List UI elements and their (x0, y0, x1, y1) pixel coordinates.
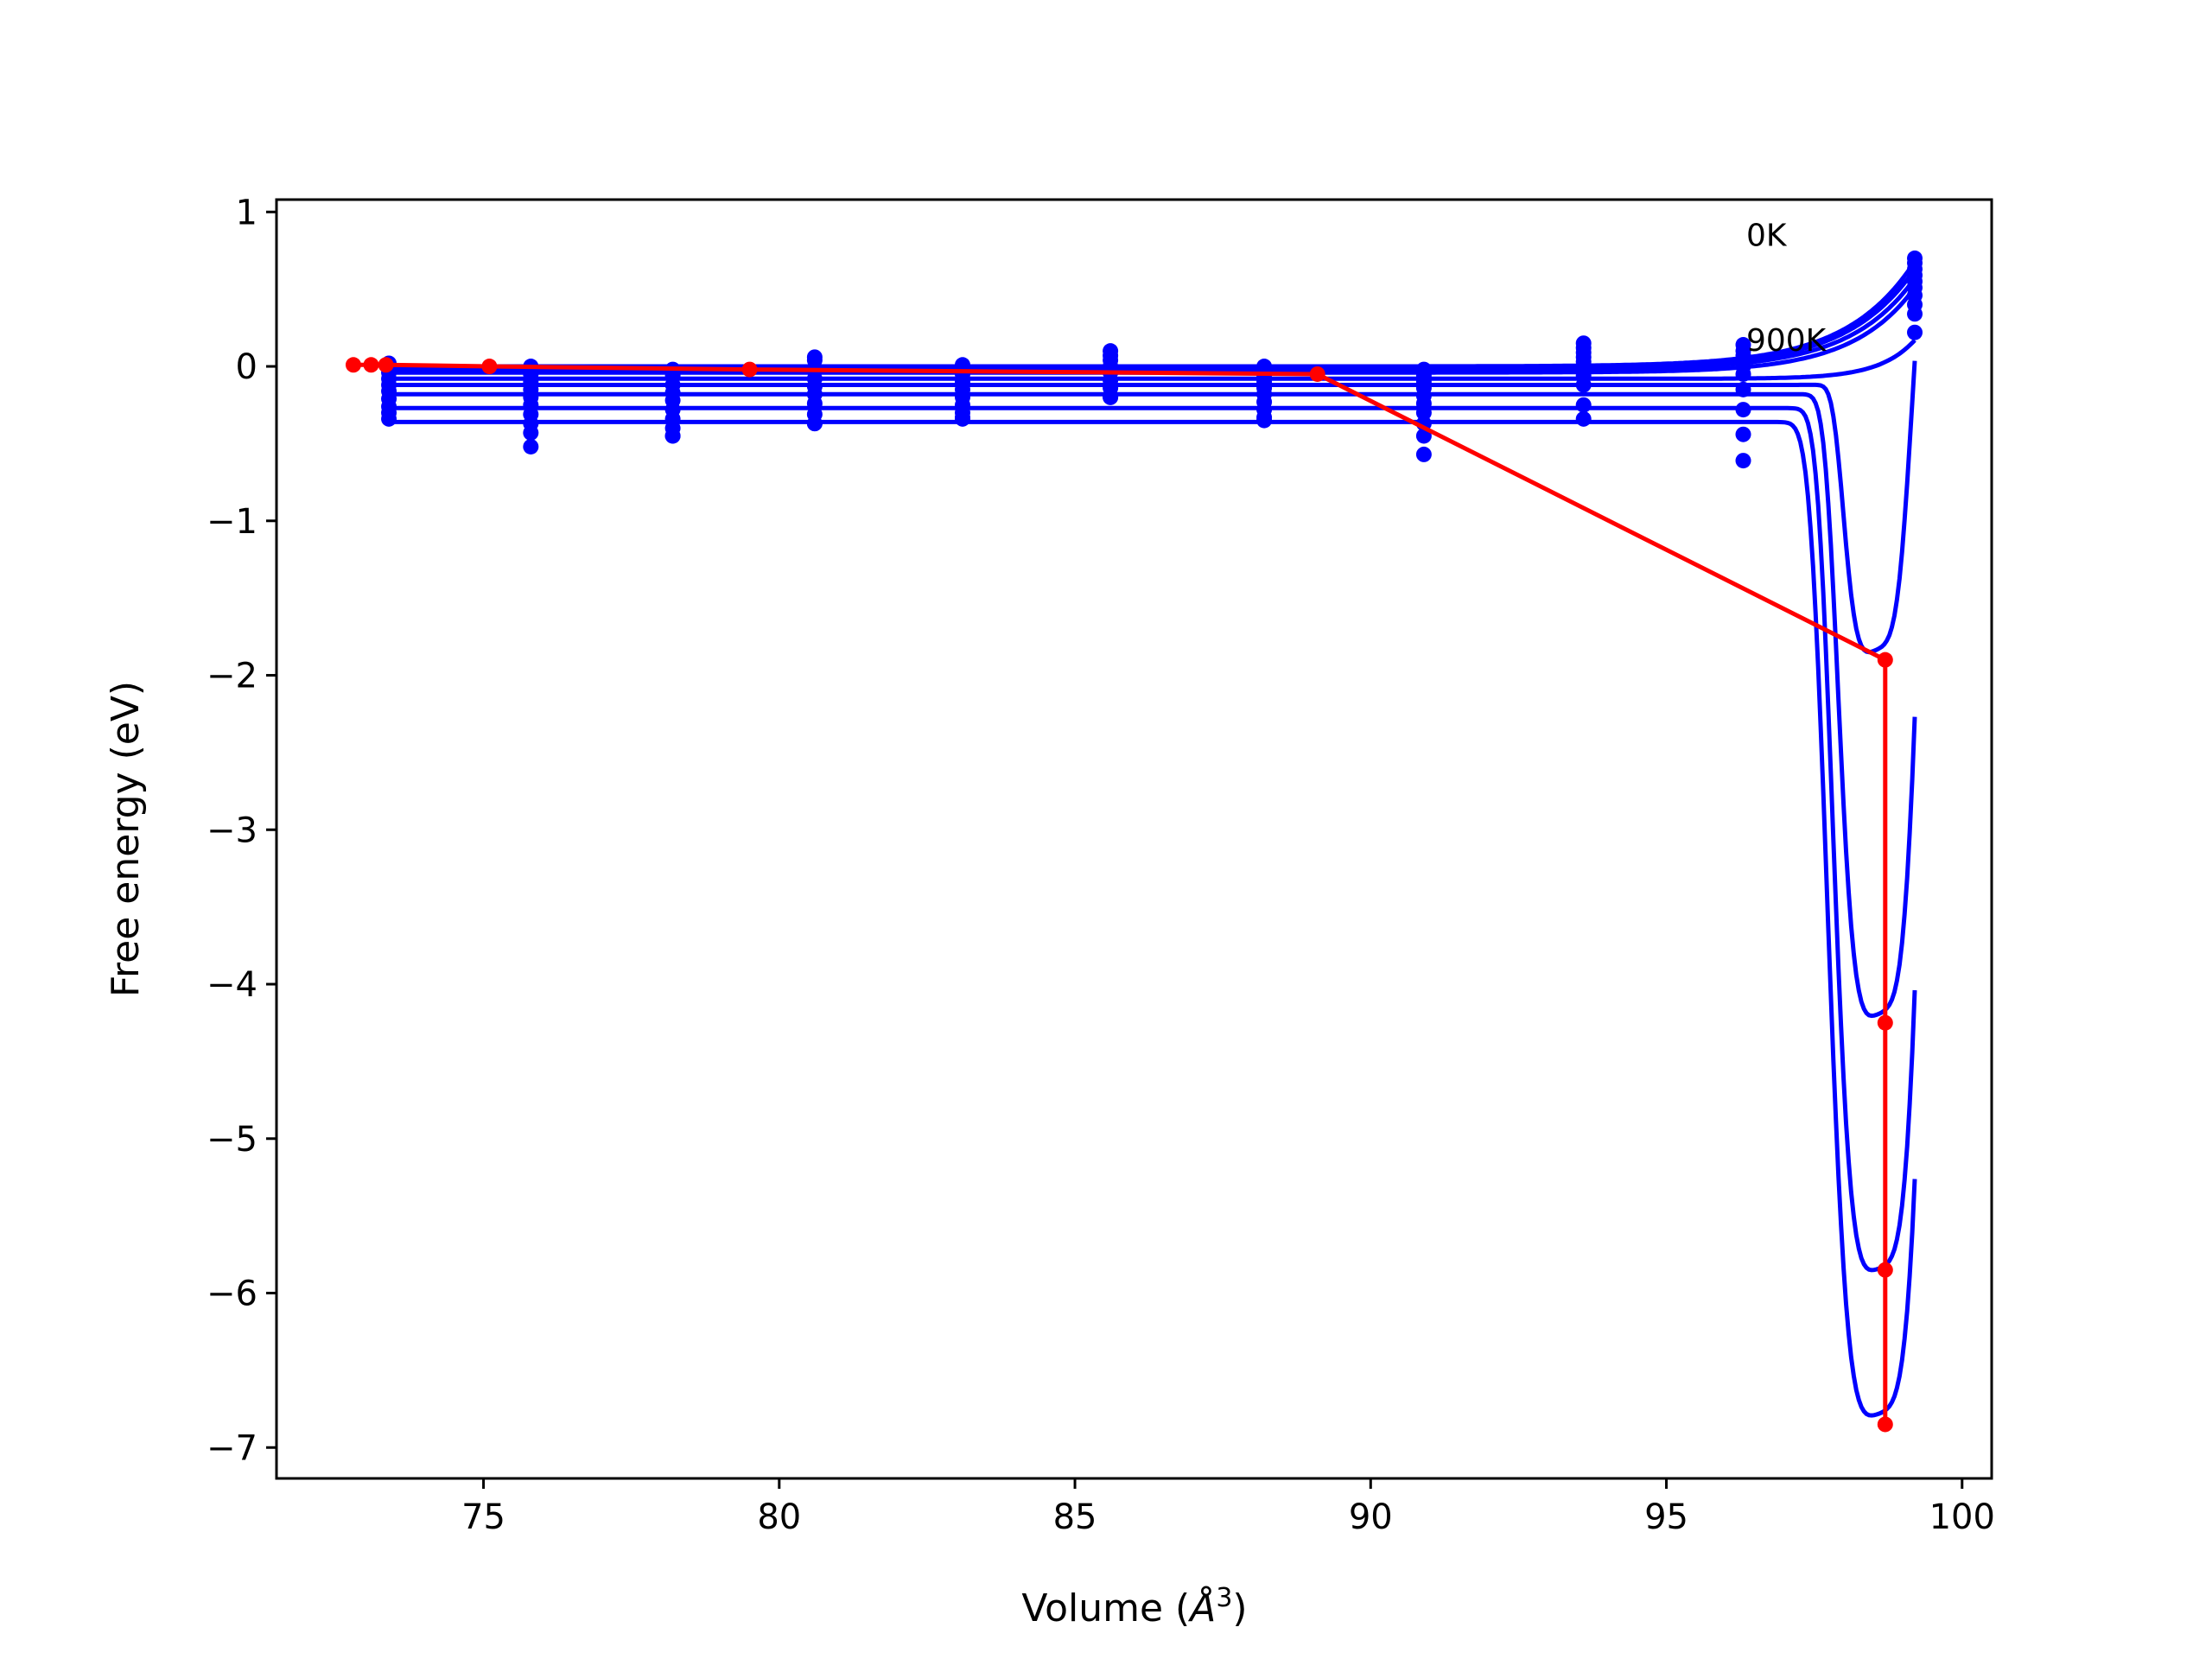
data-point (1575, 377, 1592, 393)
minimum-point (1877, 1262, 1893, 1278)
data-point (1735, 365, 1751, 382)
data-point (664, 428, 681, 444)
data-point (1907, 324, 1923, 340)
x-tick-label: 80 (757, 1497, 801, 1537)
annotations: 0K 900K (1746, 219, 1827, 359)
annotation-label: 0K (1746, 219, 1788, 254)
minimum-point (345, 357, 361, 373)
data-point (1907, 306, 1923, 322)
y-tick-label: −2 (207, 657, 257, 696)
data-point (1256, 412, 1273, 429)
minimum-point (741, 361, 758, 378)
y-axis-label: Free energy (eV) (104, 681, 148, 997)
data-point (1735, 402, 1751, 418)
y-tick-label: −7 (207, 1428, 257, 1468)
plot-area (345, 250, 1923, 1433)
fit-curve-5 (389, 360, 1917, 655)
minimum-point (1877, 652, 1893, 668)
data-point (955, 410, 970, 427)
data-point (523, 424, 539, 441)
y-tick-label: −1 (207, 502, 257, 542)
x-tick-label: 85 (1053, 1497, 1097, 1537)
minimum-point (1309, 365, 1325, 382)
y-tick-label: −3 (207, 810, 257, 850)
data-point (1735, 426, 1751, 442)
x-tick-label: 75 (461, 1497, 505, 1537)
minimum-point (378, 357, 394, 373)
x-tick-label: 95 (1644, 1497, 1688, 1537)
minimum-point (1877, 1416, 1893, 1433)
axes-frame (275, 198, 1993, 1480)
x-tick-label: 90 (1349, 1497, 1393, 1537)
fit-curve-7 (389, 405, 1917, 1273)
data-point (381, 410, 397, 427)
y-tick-label: −6 (207, 1274, 257, 1314)
data-point (1415, 446, 1432, 462)
x-tick-label: 100 (1929, 1497, 1995, 1537)
data-point (1735, 381, 1751, 397)
fit-curve-8 (389, 419, 1917, 1418)
data-point (1415, 404, 1432, 421)
data-point (1575, 397, 1592, 413)
y-tick-label: 1 (236, 193, 257, 232)
data-point (806, 416, 823, 432)
data-point (523, 438, 539, 454)
data-point (1735, 453, 1751, 469)
y-tick-label: 0 (236, 347, 257, 387)
fit-curve-4 (389, 338, 1916, 381)
data-point (806, 395, 823, 411)
fit-curve-6 (389, 391, 1917, 1019)
data-point (1575, 410, 1592, 427)
x-axis-label: Volume (Å3) (1021, 1583, 1247, 1631)
minimum-point (1877, 1014, 1893, 1031)
annotation-label: 900K (1746, 323, 1827, 359)
data-point (806, 352, 823, 368)
minimum-point (363, 357, 379, 373)
minimum-point (481, 359, 498, 375)
x-axis: 75 80 85 90 95 100 (461, 1478, 1995, 1537)
y-axis: 1 0 −1 −2 −3 −4 −5 −6 −7 (207, 193, 276, 1468)
y-tick-label: −5 (207, 1120, 257, 1160)
y-tick-label: −4 (207, 965, 257, 1005)
data-point (1103, 389, 1119, 405)
